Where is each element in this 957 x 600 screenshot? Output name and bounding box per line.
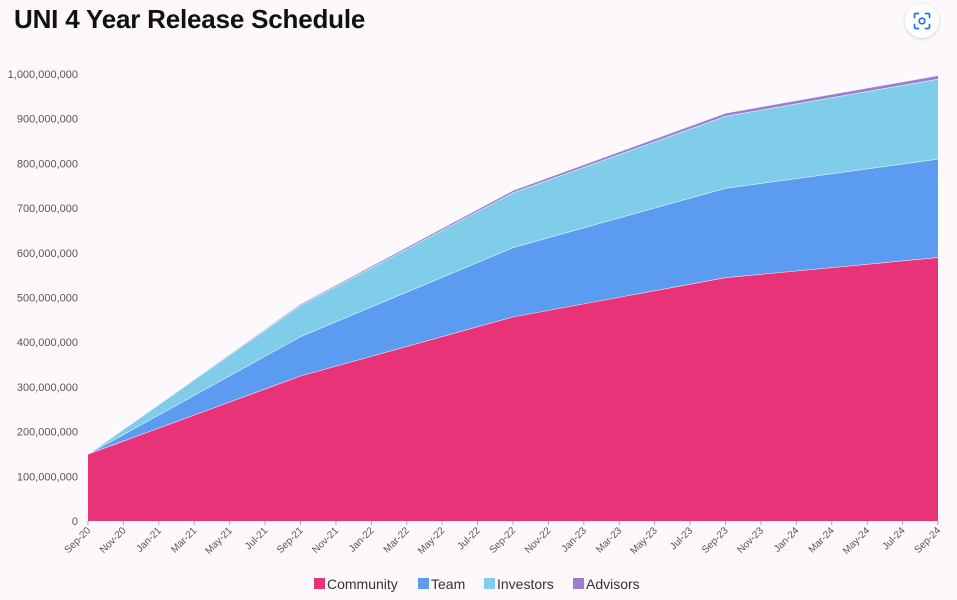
- x-tick-label: Mar-24: [807, 525, 837, 555]
- y-tick-label: 400,000,000: [17, 337, 78, 349]
- x-tick-label: Sep-21: [275, 525, 306, 556]
- x-tick-label: Mar-23: [594, 525, 624, 555]
- legend-label-investors[interactable]: Investors: [497, 576, 554, 592]
- x-tick-label: May-24: [841, 525, 873, 557]
- area-investors: [88, 78, 938, 454]
- legend-label-community[interactable]: Community: [327, 576, 398, 592]
- x-tick-label: Sep-24: [913, 525, 944, 556]
- legend-swatch-team: [418, 578, 429, 589]
- x-tick-label: May-21: [203, 525, 235, 557]
- lens-scan-icon: [913, 12, 931, 30]
- x-tick-label: Jul-22: [456, 525, 483, 552]
- x-tick-label: Mar-21: [169, 525, 199, 555]
- x-tick-label: Sep-23: [700, 525, 731, 556]
- legend-label-team[interactable]: Team: [431, 576, 465, 592]
- y-tick-label: 800,000,000: [17, 158, 78, 170]
- x-tick-label: Nov-21: [310, 525, 341, 556]
- y-tick-label: 100,000,000: [17, 471, 78, 483]
- chart-title: UNI 4 Year Release Schedule: [14, 4, 366, 34]
- legend-label-advisors[interactable]: Advisors: [586, 576, 640, 592]
- area-team: [88, 158, 938, 454]
- x-tick-label: Jan-24: [772, 525, 802, 555]
- y-tick-label: 700,000,000: [17, 203, 78, 215]
- legend-swatch-advisors: [573, 578, 584, 589]
- legend-swatch-investors: [484, 578, 495, 589]
- y-tick-label: 600,000,000: [17, 248, 78, 260]
- x-tick-label: Mar-22: [382, 525, 412, 555]
- lens-scan-button[interactable]: [905, 4, 939, 38]
- x-tick-label: Nov-23: [735, 525, 766, 556]
- legend-swatch-community: [314, 578, 325, 589]
- x-tick-label: Nov-22: [523, 525, 554, 556]
- x-tick-label: Sep-22: [488, 525, 519, 556]
- y-tick-label: 900,000,000: [17, 114, 78, 126]
- x-tick-label: Jan-21: [135, 525, 165, 555]
- y-tick-label: 200,000,000: [17, 427, 78, 439]
- x-tick-label: Jul-23: [668, 525, 695, 552]
- y-tick-label: 1,000,000,000: [8, 69, 78, 81]
- y-tick-label: 500,000,000: [17, 293, 78, 305]
- x-tick-label: Jul-24: [881, 525, 908, 552]
- x-tick-label: May-23: [628, 525, 660, 557]
- x-tick-label: Sep-20: [63, 525, 94, 556]
- y-tick-label: 300,000,000: [17, 382, 78, 394]
- area-community: [88, 257, 938, 521]
- x-tick-label: Jan-22: [347, 525, 377, 555]
- area-edge-advisors: [87, 74, 939, 455]
- y-tick-label: 0: [72, 516, 78, 528]
- x-tick-label: May-22: [416, 525, 448, 557]
- x-tick-label: Jan-23: [560, 525, 590, 555]
- x-tick-label: Jul-21: [243, 525, 270, 552]
- x-tick-label: Nov-20: [98, 525, 129, 556]
